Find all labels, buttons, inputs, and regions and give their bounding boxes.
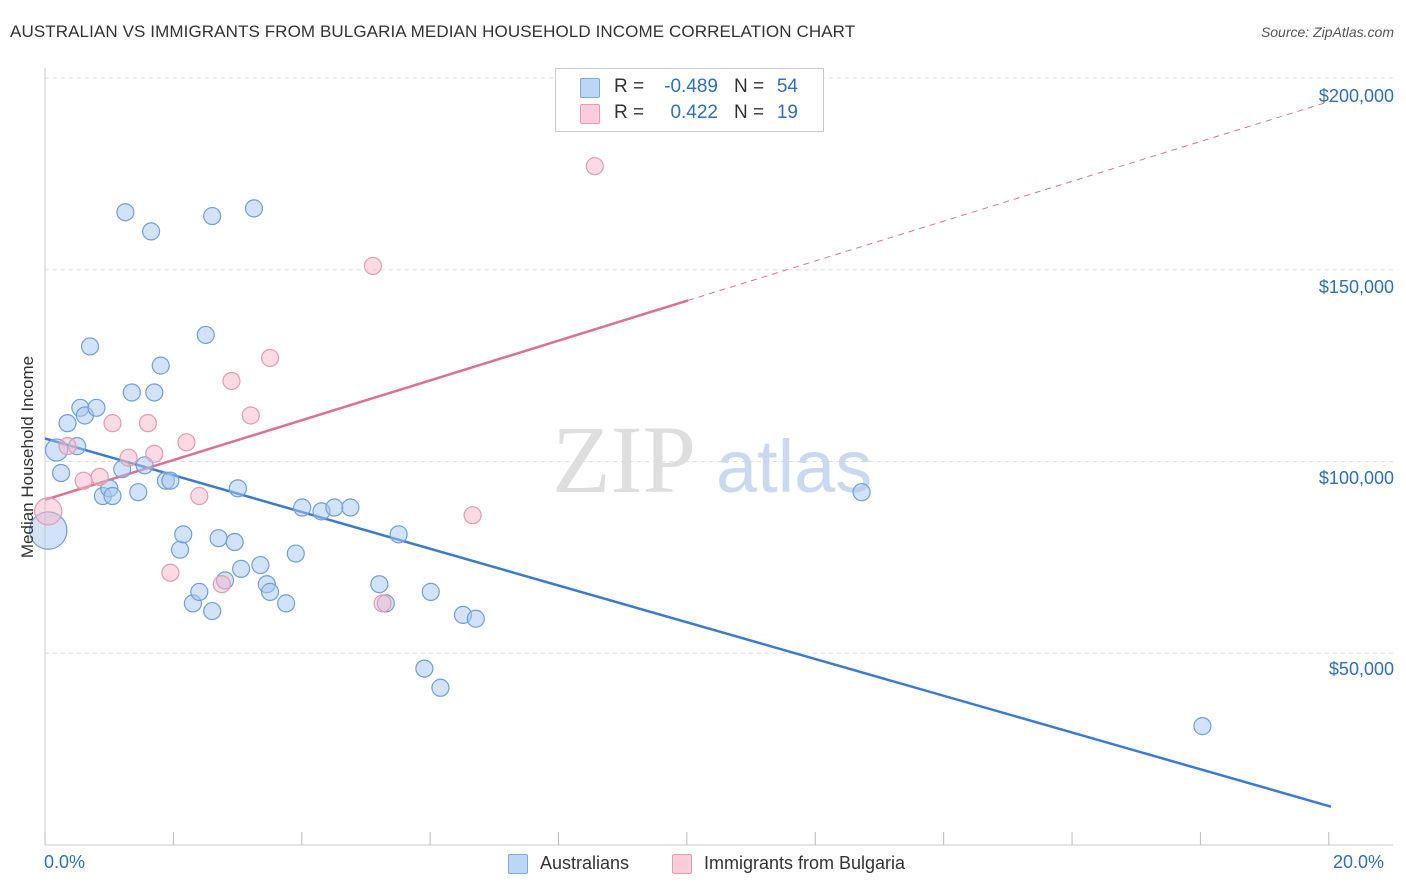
chart-title: AUSTRALIAN VS IMMIGRANTS FROM BULGARIA M… — [10, 22, 856, 41]
point-australians — [174, 525, 193, 544]
source-label: Source: ZipAtlas.com — [1260, 24, 1394, 40]
point-australians — [170, 540, 190, 559]
point-australians — [129, 483, 148, 502]
point-australians — [286, 544, 305, 563]
point-bulgaria — [212, 575, 231, 594]
point-bulgaria — [190, 486, 209, 506]
trend-line-0 — [44, 437, 1332, 808]
point-australians — [852, 483, 871, 502]
point-australians — [103, 486, 122, 506]
point-bulgaria — [103, 414, 122, 433]
point-bulgaria — [463, 506, 482, 525]
x-tick-label-max: 20.0% — [1333, 852, 1385, 872]
correlation-legend: R = -0.489 N = 54 R = 0.422 N = 19 — [555, 68, 824, 132]
point-australians — [228, 479, 247, 498]
point-australians — [260, 582, 280, 601]
legend-n-value: 54 — [776, 76, 798, 97]
legend-swatch-pink — [580, 104, 600, 124]
watermark-atlas: atlas — [716, 425, 872, 508]
point-bulgaria — [58, 437, 77, 456]
point-australians — [225, 532, 244, 552]
point-australians — [196, 325, 215, 345]
point-bulgaria — [177, 433, 196, 452]
point-australians — [203, 206, 222, 226]
y-axis-label: Median Household Income — [18, 355, 37, 559]
point-australians — [370, 575, 389, 594]
point-australians — [145, 383, 164, 402]
y-tick-label-100000: $100,000 — [1318, 468, 1394, 488]
point-australians — [151, 356, 170, 375]
point-australians — [415, 659, 434, 678]
point-bulgaria — [90, 467, 109, 486]
point-bulgaria — [260, 348, 280, 368]
y-tick-label-200000: $200,000 — [1318, 86, 1394, 106]
y-tick-label-150000: $150,000 — [1318, 277, 1394, 297]
point-australians — [293, 498, 312, 517]
legend-swatch-blue — [580, 78, 600, 98]
point-bulgaria — [585, 157, 604, 176]
point-australians — [244, 199, 264, 218]
point-australians — [325, 498, 344, 517]
point-bulgaria — [241, 406, 260, 425]
x-tick-label-min: 0.0% — [44, 852, 86, 872]
point-australians — [141, 222, 161, 241]
bottom-legend-label: Australians — [540, 853, 630, 873]
legend-r-label: R = — [614, 102, 645, 123]
y-tick-label-50000: $50,000 — [1328, 659, 1394, 679]
point-bulgaria — [145, 444, 164, 463]
point-australians — [232, 559, 251, 578]
point-australians — [80, 337, 100, 356]
legend-n-label: N = — [734, 76, 765, 97]
point-australians — [1193, 717, 1212, 736]
point-australians — [116, 203, 135, 222]
legend-r-value: -0.489 — [664, 76, 718, 97]
legend-r-value: 0.422 — [670, 102, 718, 123]
bottom-legend-label: Immigrants from Bulgaria — [704, 853, 906, 873]
point-bulgaria — [74, 471, 93, 490]
point-australians — [190, 582, 209, 601]
legend-n-value: 19 — [776, 102, 798, 123]
point-australians — [277, 594, 296, 613]
point-australians — [122, 383, 141, 402]
point-bulgaria — [138, 414, 157, 433]
legend-n-label: N = — [734, 102, 765, 123]
point-australians — [58, 414, 77, 433]
point-bulgaria — [161, 563, 180, 582]
point-australians — [421, 582, 440, 601]
point-australians — [209, 529, 228, 548]
point-bulgaria — [34, 497, 63, 526]
point-australians — [203, 601, 222, 621]
bottom-legend-swatch-pink — [672, 854, 692, 874]
point-bulgaria — [363, 256, 383, 276]
legend-r-label: R = — [614, 76, 645, 97]
point-australians — [51, 463, 71, 483]
point-australians — [87, 398, 106, 417]
point-bulgaria — [222, 371, 241, 391]
point-bulgaria — [373, 594, 392, 613]
point-bulgaria — [119, 448, 138, 467]
bottom-legend-swatch-blue — [508, 854, 528, 874]
point-australians — [389, 525, 408, 544]
point-australians — [431, 678, 450, 697]
point-australians — [161, 471, 180, 490]
point-australians — [466, 609, 485, 628]
watermark: ZIP atlas — [552, 406, 872, 513]
point-australians — [341, 498, 360, 517]
trend-line-extension-1 — [687, 100, 1332, 301]
point-australians — [251, 555, 270, 575]
watermark-zip: ZIP — [552, 406, 696, 513]
